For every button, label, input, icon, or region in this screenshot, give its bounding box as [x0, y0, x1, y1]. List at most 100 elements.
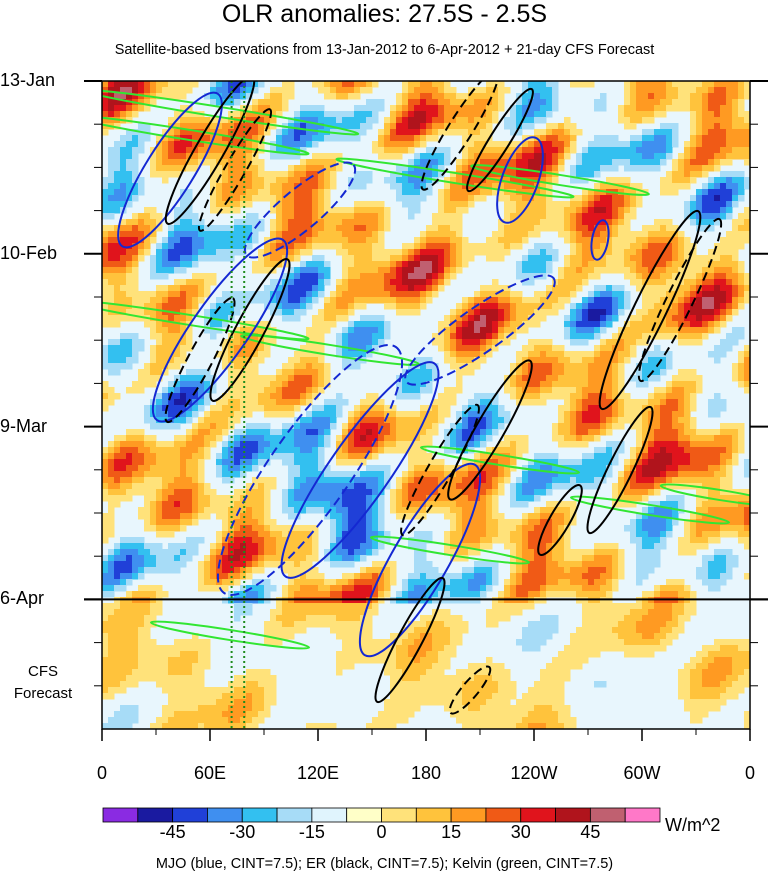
field-cell	[678, 393, 685, 400]
field-cell	[234, 459, 241, 466]
field-cell	[252, 99, 259, 106]
field-cell	[672, 321, 679, 328]
field-cell	[102, 447, 109, 454]
field-cell	[522, 219, 529, 226]
field-cell	[276, 453, 283, 460]
field-cell	[738, 195, 745, 202]
field-cell	[696, 255, 703, 262]
field-cell	[606, 447, 613, 454]
field-cell	[360, 417, 367, 424]
field-cell	[546, 255, 553, 262]
field-cell	[714, 429, 721, 436]
field-cell	[462, 417, 469, 424]
field-cell	[336, 459, 343, 466]
field-cell	[222, 195, 229, 202]
field-cell	[372, 141, 379, 148]
field-cell	[570, 219, 577, 226]
field-cell	[144, 291, 151, 298]
field-cell	[582, 381, 589, 388]
field-cell	[618, 189, 625, 196]
field-cell	[102, 321, 109, 328]
field-cell	[330, 171, 337, 178]
field-cell	[324, 87, 331, 94]
field-cell	[570, 261, 577, 268]
field-cell	[378, 405, 385, 412]
field-cell	[432, 123, 439, 130]
field-cell	[102, 207, 109, 214]
field-cell	[600, 267, 607, 274]
field-cell	[408, 189, 415, 196]
field-cell	[408, 147, 415, 154]
field-cell	[498, 333, 505, 340]
field-cell	[510, 225, 517, 232]
field-cell	[180, 441, 187, 448]
field-cell	[456, 267, 463, 274]
field-cell	[588, 267, 595, 274]
field-cell	[576, 273, 583, 280]
field-cell	[672, 273, 679, 280]
field-cell	[732, 231, 739, 238]
field-cell	[582, 435, 589, 442]
field-cell	[192, 255, 199, 262]
field-cell	[684, 87, 691, 94]
field-cell	[666, 453, 673, 460]
field-cell	[378, 417, 385, 424]
field-cell	[654, 333, 661, 340]
field-cell	[210, 123, 217, 130]
field-cell	[678, 93, 685, 100]
field-cell	[654, 99, 661, 106]
field-cell	[654, 255, 661, 262]
field-cell	[222, 453, 229, 460]
field-cell	[180, 93, 187, 100]
field-cell	[666, 351, 673, 358]
field-cell	[234, 141, 241, 148]
field-cell	[612, 303, 619, 310]
field-cell	[198, 237, 205, 244]
field-cell	[468, 435, 475, 442]
field-cell	[372, 435, 379, 442]
field-cell	[390, 303, 397, 310]
field-cell	[498, 87, 505, 94]
field-cell	[402, 93, 409, 100]
field-cell	[480, 303, 487, 310]
field-cell	[210, 225, 217, 232]
field-cell	[288, 189, 295, 196]
field-cell	[702, 129, 709, 136]
field-cell	[420, 297, 427, 304]
field-cell	[660, 243, 667, 250]
field-cell	[138, 99, 145, 106]
field-cell	[234, 399, 241, 406]
field-cell	[360, 183, 367, 190]
field-cell	[366, 261, 373, 268]
field-cell	[426, 171, 433, 178]
field-cell	[408, 171, 415, 178]
field-cell	[696, 201, 703, 208]
field-cell	[330, 309, 337, 316]
field-cell	[276, 87, 283, 94]
field-cell	[414, 381, 421, 388]
field-cell	[450, 309, 457, 316]
field-cell	[516, 105, 523, 112]
field-cell	[432, 375, 439, 382]
field-cell	[570, 435, 577, 442]
field-cell	[492, 231, 499, 238]
field-cell	[156, 345, 163, 352]
field-cell	[150, 417, 157, 424]
field-cell	[414, 369, 421, 376]
field-cell	[366, 327, 373, 334]
field-cell	[240, 387, 247, 394]
field-cell	[150, 453, 157, 460]
field-cell	[384, 123, 391, 130]
field-cell	[156, 135, 163, 142]
field-cell	[726, 279, 733, 286]
field-cell	[474, 99, 481, 106]
field-cell	[108, 165, 115, 172]
field-cell	[198, 249, 205, 256]
field-cell	[474, 249, 481, 256]
field-cell	[288, 381, 295, 388]
field-cell	[180, 117, 187, 124]
field-cell	[216, 189, 223, 196]
field-cell	[444, 93, 451, 100]
field-cell	[516, 387, 523, 394]
field-cell	[156, 213, 163, 220]
